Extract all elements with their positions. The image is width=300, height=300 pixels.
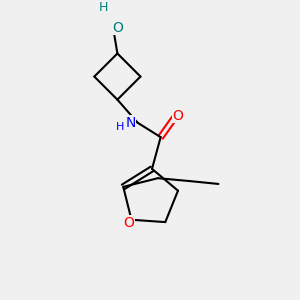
- Text: O: O: [172, 109, 183, 122]
- Text: N: N: [125, 116, 136, 130]
- Text: H: H: [116, 122, 124, 132]
- Text: H: H: [98, 1, 108, 14]
- Text: O: O: [123, 216, 134, 230]
- Text: O: O: [112, 20, 123, 34]
